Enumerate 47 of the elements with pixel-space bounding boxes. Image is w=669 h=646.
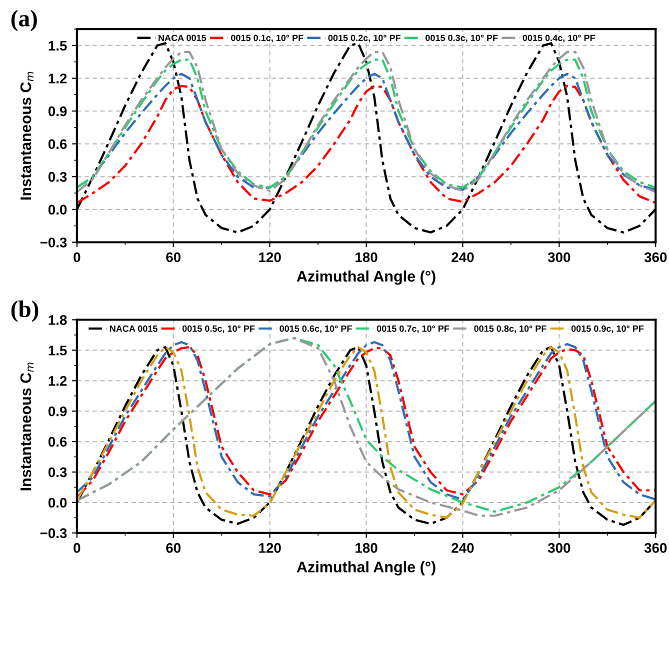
x-tick-label: 240 [452, 252, 474, 262]
legend-label: 0015 0.3c, 10° PF [426, 34, 498, 42]
x-tick-label: 180 [356, 543, 378, 553]
y-tick-label: 0.6 [48, 139, 67, 150]
x-tick-label: 300 [548, 543, 570, 553]
legend-label: 0015 0.7c, 10° PF [376, 325, 450, 334]
x-tick-label: 60 [166, 543, 181, 553]
y-tick-label: 1.8 [48, 315, 67, 325]
y-tick-label: 1.5 [48, 346, 67, 356]
y-tick-label: 0.0 [48, 498, 67, 508]
y-tick-label: −0.3 [40, 528, 67, 538]
y-tick-label: 0.3 [48, 172, 67, 182]
y-tick-label: 1.2 [48, 376, 67, 386]
y-tick-label: 1.5 [48, 40, 67, 51]
x-tick-label: 120 [259, 543, 281, 553]
legend-label: 0015 0.9c, 10° PF [571, 325, 644, 334]
chart-title: (a) [11, 10, 37, 32]
x-tick-label: 180 [356, 252, 378, 262]
x-tick-label: 120 [259, 252, 281, 262]
x-tick-label: 360 [644, 252, 667, 262]
legend-label: 0015 0.1c, 10° PF [231, 34, 304, 42]
x-tick-label: 300 [548, 252, 570, 262]
legend-label: NACA 0015 [110, 325, 158, 332]
x-tick-label: 60 [166, 252, 181, 262]
y-axis-title: Instantaneous C$_{m}$ [20, 72, 34, 200]
x-tick-label: 360 [644, 543, 667, 553]
y-tick-label: 0.9 [48, 406, 67, 416]
legend-label: 0015 0.8c, 10° PF [474, 325, 546, 334]
y-tick-label: 0.6 [48, 436, 67, 447]
legend-label: 0015 0.5c, 10° PF [182, 325, 255, 334]
legend-label: NACA 0015 [158, 34, 206, 42]
x-tick-label: 0 [74, 252, 80, 262]
y-tick-label: 0.9 [48, 106, 67, 116]
y-tick-label: −0.3 [40, 238, 67, 248]
line-series [76, 84, 656, 204]
x-tick-label: 240 [452, 543, 474, 553]
y-axis-title: Instantaneous C$_{m}$ [20, 362, 34, 490]
y-tick-label: 0.0 [48, 204, 67, 215]
legend-label: 0015 0.2c, 10° PF [328, 34, 400, 42]
legend-label: 0015 0.4c, 10° PF [522, 34, 595, 42]
legend-label: 0015 0.6c, 10° PF [280, 325, 352, 334]
x-axis-title: Azimuthal Angle (°) [296, 561, 436, 576]
x-axis-title: Azimuthal Angle (°) [296, 270, 436, 285]
y-tick-label: 1.2 [48, 74, 67, 84]
chart-title: (b) [11, 300, 38, 322]
y-tick-label: 0.3 [48, 467, 67, 478]
x-tick-label: 0 [74, 543, 80, 553]
